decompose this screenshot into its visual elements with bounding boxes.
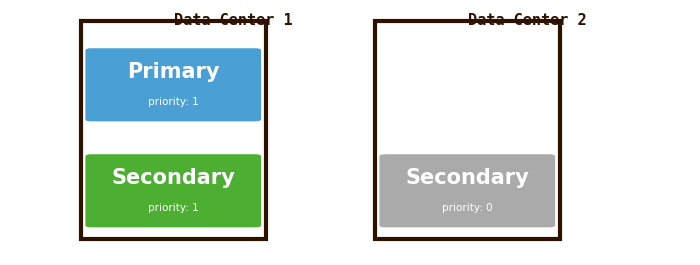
FancyBboxPatch shape bbox=[379, 154, 555, 227]
FancyBboxPatch shape bbox=[85, 154, 261, 227]
FancyBboxPatch shape bbox=[80, 21, 266, 238]
Text: priority: 0: priority: 0 bbox=[442, 203, 493, 213]
FancyBboxPatch shape bbox=[374, 21, 560, 238]
Text: Data Center 2: Data Center 2 bbox=[468, 13, 586, 28]
FancyBboxPatch shape bbox=[85, 48, 261, 121]
Text: Primary: Primary bbox=[127, 61, 220, 82]
Text: Secondary: Secondary bbox=[111, 167, 235, 188]
Text: priority: 1: priority: 1 bbox=[148, 203, 199, 213]
Text: Data Center 1: Data Center 1 bbox=[174, 13, 292, 28]
Text: priority: 1: priority: 1 bbox=[148, 97, 199, 107]
Text: Secondary: Secondary bbox=[405, 167, 529, 188]
